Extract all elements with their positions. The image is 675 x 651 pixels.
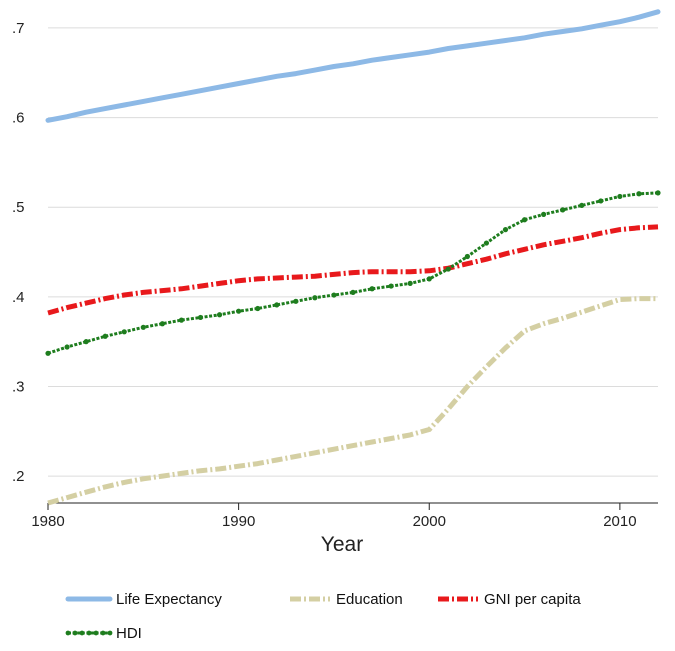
data-point [83, 339, 89, 345]
data-point [159, 321, 165, 327]
legend: Life Expectancy Education GNI per capita HD… [65, 591, 581, 642]
data-point [464, 253, 470, 260]
legend-marker [72, 630, 78, 636]
y-tick-label: .4 [12, 289, 25, 306]
y-axis: .2 .3 .4 .5 .6 .7 [12, 20, 25, 485]
data-point [45, 350, 51, 356]
x-axis-title: Year [321, 533, 363, 556]
data-point [140, 324, 146, 330]
legend-marker [79, 630, 85, 636]
data-point [521, 217, 528, 223]
series-line-hdi [47, 191, 659, 355]
x-tick-label: 1990 [222, 513, 255, 530]
x-tick-label: 1980 [31, 513, 64, 530]
data-point [445, 266, 451, 272]
y-tick-label: .3 [12, 378, 25, 395]
series-line-gni-per-capita [47, 224, 659, 316]
data-point [197, 314, 204, 321]
data-point [426, 276, 432, 282]
y-tick-label: .2 [12, 468, 25, 485]
y-tick-label: .6 [12, 110, 25, 127]
legend-label-education: Education [336, 591, 403, 608]
data-point [178, 317, 185, 323]
series-line-life-expectancy [45, 9, 661, 123]
x-axis: 1980 1990 2000 2010 [31, 503, 637, 530]
legend-marker [100, 630, 106, 636]
data-point [655, 190, 661, 196]
data-point [388, 283, 394, 289]
x-tick-label: 2000 [413, 513, 446, 530]
data-point [255, 305, 261, 312]
data-point [102, 333, 108, 339]
legend-label-life-expectancy: Life Expectancy [116, 591, 222, 608]
data-point [350, 289, 356, 295]
data-point [598, 198, 604, 204]
data-point [617, 193, 623, 200]
data-point [369, 286, 375, 292]
legend-marker [93, 630, 99, 636]
data-point [636, 191, 642, 197]
y-tick-label: .5 [12, 199, 25, 216]
data-point [407, 280, 413, 286]
legend-marker [107, 630, 113, 636]
data-point [331, 292, 337, 298]
y-tick-label: .7 [12, 20, 25, 37]
legend-label-hdi: HDI [116, 625, 142, 642]
data-point [121, 329, 127, 335]
data-point [560, 207, 566, 213]
plot-area [45, 9, 661, 506]
data-point [216, 312, 223, 318]
data-point [579, 202, 585, 209]
data-point [312, 295, 318, 301]
legend-marker [65, 630, 71, 636]
gridlines [48, 27, 658, 477]
legend-marker [86, 630, 92, 636]
data-point [541, 211, 547, 217]
x-tick-label: 2010 [603, 513, 636, 530]
series-line-education [47, 296, 658, 506]
data-point [483, 240, 490, 246]
data-point [236, 308, 242, 314]
data-point [274, 302, 280, 308]
data-point [64, 344, 70, 350]
data-point [293, 298, 299, 304]
data-point [502, 227, 509, 233]
legend-label-gni-per-capita: GNI per capita [484, 591, 581, 608]
